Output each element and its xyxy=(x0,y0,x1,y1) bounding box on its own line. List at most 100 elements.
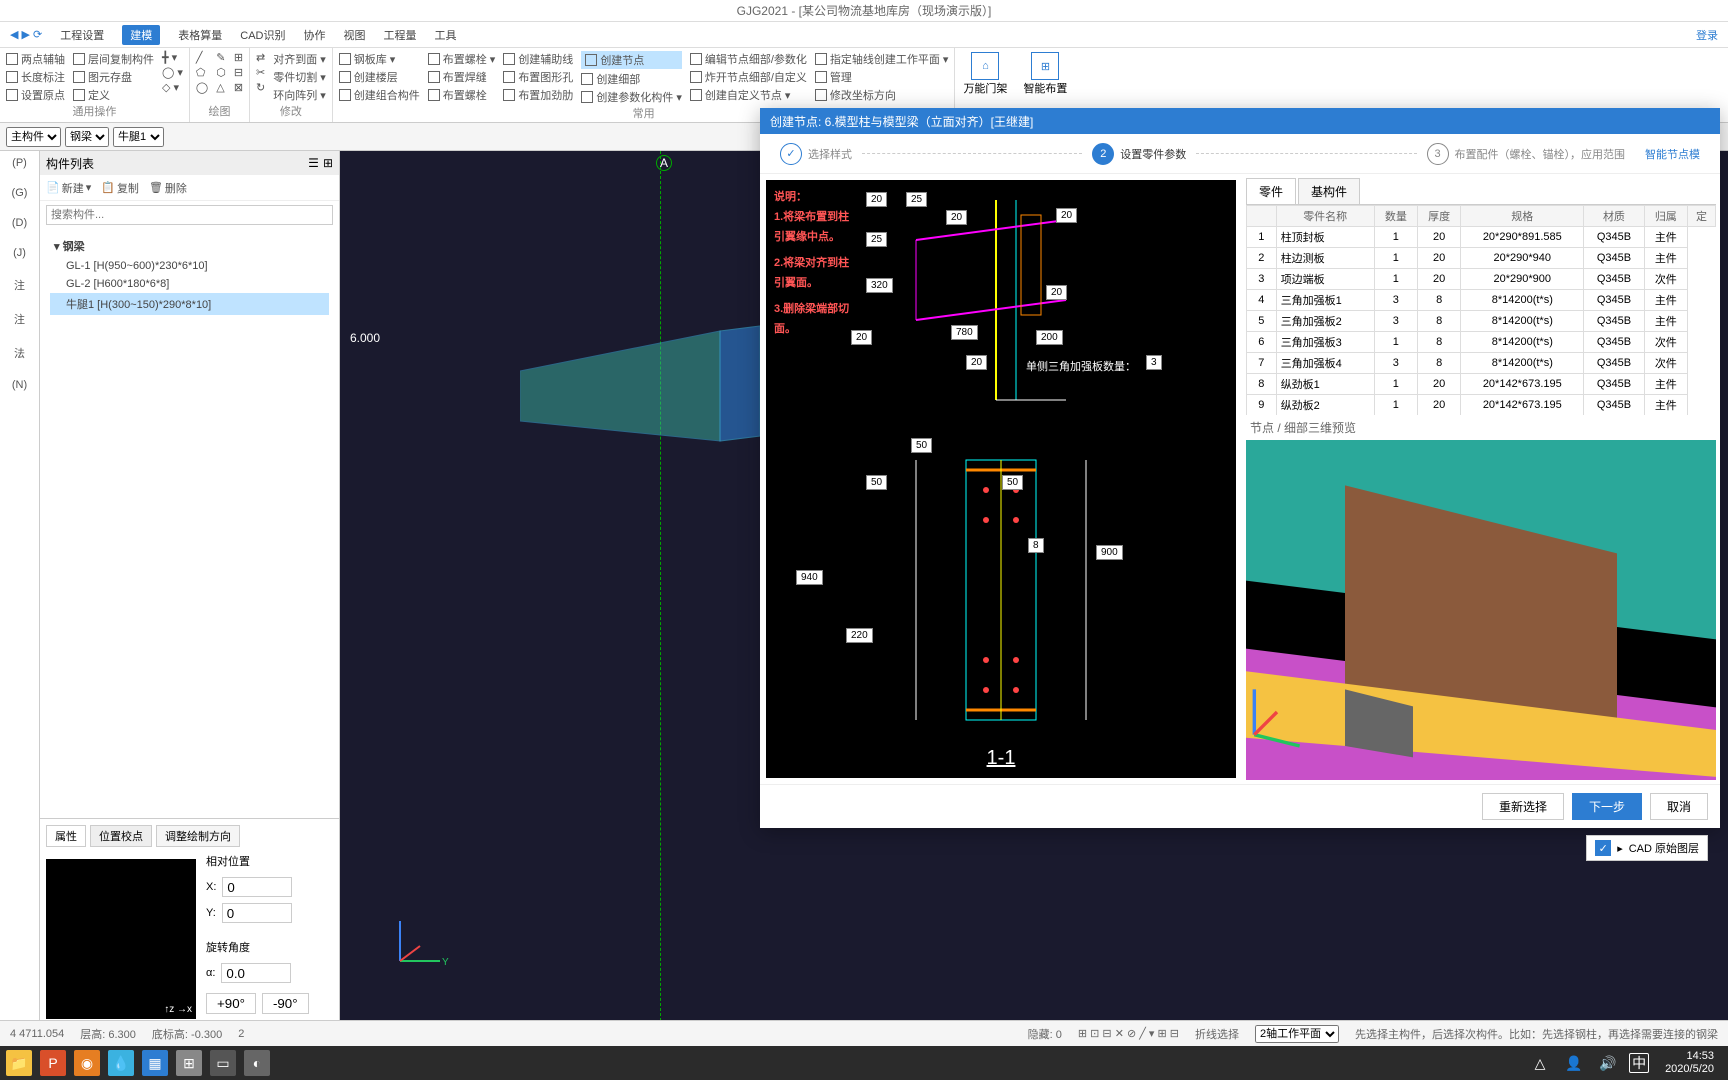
tree-item[interactable]: GL-1 [H(950~600)*230*6*10] xyxy=(50,257,329,275)
taskbar: 📁 P ◉ 💧 ▦ ⊞ ▭ ◐ △ 👤 🔊 中 14:532020/5/20 xyxy=(0,1046,1728,1080)
taskbar-app-icon[interactable]: 📁 xyxy=(6,1050,32,1076)
menu-item[interactable]: 建模 xyxy=(122,25,160,45)
step-3[interactable]: 3布置配件（螺栓、锚栓），应用范围 xyxy=(1427,143,1626,165)
tree-item[interactable]: 牛腿1 [H(300~150)*290*8*10] xyxy=(50,293,329,315)
tree-item[interactable]: GL-2 [H600*180*6*8] xyxy=(50,275,329,293)
table-row[interactable]: 9纵劲板212020*142*673.195Q345B主件 xyxy=(1247,395,1716,416)
delete-button[interactable]: 🗑删除 xyxy=(149,180,187,196)
taskbar-clock[interactable]: 14:532020/5/20 xyxy=(1657,1050,1722,1076)
next-button[interactable]: 下一步 xyxy=(1572,793,1642,820)
workplane-select[interactable]: 2轴工作平面 xyxy=(1255,1025,1339,1043)
ribbon-item[interactable]: 布置焊缝 xyxy=(428,69,496,85)
taskbar-app-icon[interactable]: ◐ xyxy=(244,1050,270,1076)
ribbon-item[interactable]: 修改坐标方向 xyxy=(815,87,949,103)
ribbon-item[interactable]: 创建辅助线 xyxy=(503,51,573,67)
ime-indicator[interactable]: 中 xyxy=(1629,1053,1649,1073)
tray-icon[interactable]: 👤 xyxy=(1561,1050,1587,1076)
ribbon-item[interactable]: 两点辅轴 xyxy=(6,51,65,67)
tray-icon[interactable]: 🔊 xyxy=(1595,1050,1621,1076)
table-header: 归属 xyxy=(1644,206,1687,227)
ribbon-item[interactable]: 图元存盘 xyxy=(73,69,154,85)
table-row[interactable]: 8纵劲板112020*142*673.195Q345B主件 xyxy=(1247,374,1716,395)
menu-item[interactable]: 工程设置 xyxy=(60,27,104,43)
ribbon-item[interactable]: 指定轴线创建工作平面 ▾ xyxy=(815,51,949,67)
selector[interactable]: 钢梁 xyxy=(65,127,109,147)
table-row[interactable]: 7三角加强板4388*14200(t*s)Q345B次件 xyxy=(1247,353,1716,374)
ribbon-item[interactable]: 创建楼层 xyxy=(339,69,420,85)
selector[interactable]: 牛腿1 xyxy=(113,127,164,147)
tab-position[interactable]: 位置校点 xyxy=(90,825,152,847)
ribbon-item[interactable]: 长度标注 xyxy=(6,69,65,85)
menu-item[interactable]: 工具 xyxy=(434,27,456,43)
tab-parts[interactable]: 零件 xyxy=(1246,178,1296,204)
cad-layer-toggle[interactable]: ✓ ▸ CAD 原始图层 xyxy=(1586,835,1708,861)
ribbon-item[interactable]: ╋ ▾ xyxy=(162,51,183,64)
taskbar-app-icon[interactable]: ⊞ xyxy=(176,1050,202,1076)
ribbon-item[interactable]: 创建组合构件 xyxy=(339,87,420,103)
table-row[interactable]: 6三角加强板3188*14200(t*s)Q345B次件 xyxy=(1247,332,1716,353)
taskbar-app-icon[interactable]: P xyxy=(40,1050,66,1076)
smart-node-link[interactable]: 智能节点模 xyxy=(1645,146,1700,162)
y-input[interactable] xyxy=(222,903,292,923)
copy-button[interactable]: 📋复制 xyxy=(101,180,139,196)
rot-minus-button[interactable]: -90° xyxy=(262,993,309,1014)
list-view-icon[interactable]: ☰ xyxy=(308,156,319,170)
selector[interactable]: 主构件 xyxy=(6,127,61,147)
step-1[interactable]: 选择样式 xyxy=(780,143,852,165)
create-node-dialog: 创建节点: 6.模型柱与模型梁（立面对齐）[王继建] 选择样式 2设置零件参数 … xyxy=(760,108,1720,828)
menu-item[interactable]: CAD识别 xyxy=(240,27,285,43)
table-row[interactable]: 3项边端板12020*290*900Q345B次件 xyxy=(1247,269,1716,290)
tree-root[interactable]: ▾ 钢梁 xyxy=(50,235,329,257)
ribbon-item[interactable]: 钢板库 ▾ xyxy=(339,51,420,67)
ribbon-item[interactable]: 零件切割 ▾ xyxy=(273,69,326,85)
new-button[interactable]: 📄新建 ▾ xyxy=(46,180,91,196)
ribbon-item[interactable]: 布置加劲肋 xyxy=(503,87,573,103)
ribbon-item[interactable]: 环向阵列 ▾ xyxy=(273,87,326,103)
cancel-button[interactable]: 取消 xyxy=(1650,793,1708,820)
ribbon-item[interactable]: ◯ ▾ xyxy=(162,66,183,79)
ribbon-item[interactable]: 设置原点 xyxy=(6,87,65,103)
ribbon-item[interactable]: 管理 xyxy=(815,69,949,85)
tray-icon[interactable]: △ xyxy=(1527,1050,1553,1076)
ribbon-item[interactable]: ◇ ▾ xyxy=(162,81,183,94)
pos-label: 相对位置 xyxy=(206,853,309,869)
parts-panel-header: 构件列表 ☰⊞ xyxy=(40,151,339,175)
login-link[interactable]: 登录 xyxy=(1696,27,1718,43)
table-row[interactable]: 5三角加强板2388*14200(t*s)Q345B主件 xyxy=(1247,311,1716,332)
table-row[interactable]: 1柱顶封板12020*290*891.585Q345B主件 xyxy=(1247,227,1716,248)
angle-input[interactable] xyxy=(221,963,291,983)
menu-item[interactable]: 表格算量 xyxy=(178,27,222,43)
ribbon-item[interactable]: 创建节点 xyxy=(581,51,682,69)
tab-properties[interactable]: 属性 xyxy=(46,825,86,847)
ribbon-item[interactable]: 布置螺栓 xyxy=(428,87,496,103)
taskbar-app-icon[interactable]: 💧 xyxy=(108,1050,134,1076)
reselect-button[interactable]: 重新选择 xyxy=(1482,793,1564,820)
ribbon-group-label: 修改 xyxy=(256,103,326,119)
ribbon-item[interactable]: 创建自定义节点 ▾ xyxy=(690,87,807,103)
ribbon-item[interactable]: 创建参数化构件 ▾ xyxy=(581,89,682,105)
grid-view-icon[interactable]: ⊞ xyxy=(323,156,333,170)
tab-base[interactable]: 基构件 xyxy=(1298,178,1360,204)
ribbon-item[interactable]: 对齐到面 ▾ xyxy=(273,51,326,67)
ribbon-item[interactable]: 编辑节点细部/参数化 xyxy=(690,51,807,67)
taskbar-app-icon[interactable]: ◉ xyxy=(74,1050,100,1076)
menu-item[interactable]: 视图 xyxy=(343,27,365,43)
ribbon-item[interactable]: 创建细部 xyxy=(581,71,682,87)
x-input[interactable] xyxy=(222,877,292,897)
menu-item[interactable]: 工程量 xyxy=(383,27,416,43)
taskbar-app-icon[interactable]: ▦ xyxy=(142,1050,168,1076)
ribbon-item[interactable]: 定义 xyxy=(73,87,154,103)
step-2[interactable]: 2设置零件参数 xyxy=(1092,143,1186,165)
rot-plus-button[interactable]: +90° xyxy=(206,993,256,1014)
ribbon-item[interactable]: 布置图形孔 xyxy=(503,69,573,85)
table-row[interactable]: 4三角加强板1388*14200(t*s)Q345B主件 xyxy=(1247,290,1716,311)
preview-3d[interactable] xyxy=(1246,440,1716,780)
search-input[interactable] xyxy=(46,205,333,225)
ribbon-item[interactable]: 炸开节点细部/自定义 xyxy=(690,69,807,85)
table-row[interactable]: 2柱边测板12020*290*940Q345B主件 xyxy=(1247,248,1716,269)
taskbar-app-icon[interactable]: ▭ xyxy=(210,1050,236,1076)
ribbon-item[interactable]: 层间复制构件 xyxy=(73,51,154,67)
menu-item[interactable]: 协作 xyxy=(303,27,325,43)
ribbon-item[interactable]: 布置螺栓 ▾ xyxy=(428,51,496,67)
adjust-direction-button[interactable]: 调整绘制方向 xyxy=(156,825,240,847)
